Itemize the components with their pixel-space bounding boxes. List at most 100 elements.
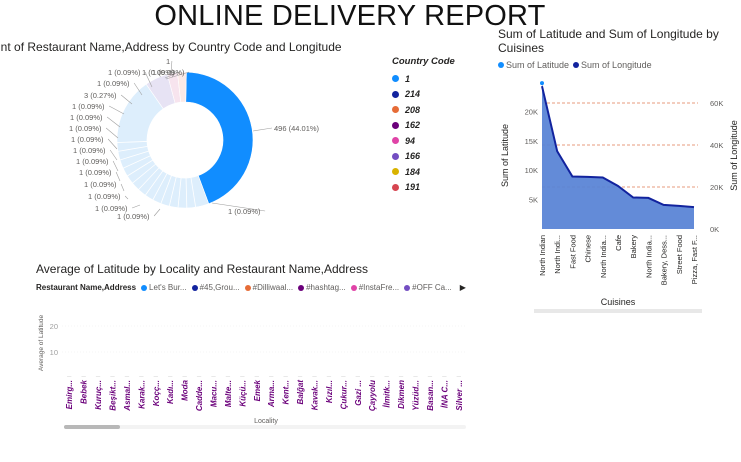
x-tick-label: North India... [599, 235, 608, 278]
legend-dot-icon [191, 284, 198, 291]
x-tick-label: Basan... [426, 380, 435, 411]
x-tick-label: Emirg... [65, 380, 74, 409]
leader-line [106, 116, 121, 128]
donut-slice [185, 71, 254, 205]
donut-slice-divider [127, 159, 153, 177]
legend-dot-icon [404, 284, 411, 291]
bar [153, 376, 158, 377]
bar [370, 376, 375, 377]
leader-line [120, 94, 133, 105]
legend-item[interactable]: #OFF Ca... [404, 283, 452, 292]
legend-item[interactable]: 162 [392, 118, 462, 134]
leader-line [153, 208, 161, 217]
longitude-line [541, 85, 695, 209]
legend-label: Restaurant Name,Address [36, 283, 137, 292]
bar [326, 376, 332, 377]
bar [413, 376, 418, 377]
x-tick-label: Silver ... [455, 380, 464, 411]
legend-dot-icon [392, 168, 399, 176]
legend-label: 208 [405, 104, 421, 115]
x-tick-label: Malte... [224, 380, 233, 407]
bar [442, 376, 447, 377]
legend-dot-icon [244, 284, 251, 291]
legend-dot-icon [141, 284, 148, 291]
leader-line [165, 71, 190, 80]
legend-next-arrow-icon[interactable]: ▶ [459, 283, 466, 292]
x-tick-label: Bebek [80, 379, 89, 404]
x-tick-label: İlmitk... [383, 380, 392, 408]
bar-chart-title: Average of Latitude by Locality and Rest… [36, 262, 368, 276]
x-tick-label: Cadde... [195, 380, 204, 411]
leader-line [105, 127, 119, 139]
bar [384, 376, 389, 377]
donut-slice-divider [185, 177, 188, 208]
legend-item-longitude[interactable]: Sum of Longitude [573, 60, 652, 70]
x-axis-title: Cuisines [601, 297, 636, 307]
donut-slice-divider [152, 173, 168, 201]
legend-item[interactable]: 208 [392, 102, 462, 118]
data-label: 3 (0.27%) [84, 91, 117, 100]
legend-item[interactable]: 166 [392, 149, 462, 165]
legend-dot-icon [392, 90, 399, 98]
legend-item[interactable]: #45,Grou... [191, 283, 240, 292]
x-tick-label: Kızıl... [325, 380, 334, 403]
leader-line [170, 60, 173, 74]
bar [225, 376, 231, 377]
leader-line [107, 138, 118, 150]
legend-label: Sum of Latitude [506, 60, 570, 70]
leader-line [144, 71, 153, 88]
legend-item[interactable]: #InstaFre... [350, 283, 399, 292]
data-label: 1 (0.09%) [70, 113, 103, 122]
legend-label: 166 [405, 151, 421, 162]
legend-dot-icon [298, 284, 305, 291]
x-tick-label: Çukur... [339, 380, 348, 409]
donut-slice [177, 71, 187, 103]
legend-dot-icon [392, 121, 399, 129]
legend-item[interactable]: 1 [392, 71, 462, 87]
x-tick-label: Çayyolu [368, 380, 377, 411]
x-tick-label: Gazi ... [354, 380, 363, 406]
x-tick-label: Asmal... [123, 380, 132, 412]
legend-item[interactable]: #Dilliwaal... [244, 283, 293, 292]
x-tick-label: İNA C... [440, 380, 449, 408]
legend-dot-icon [392, 75, 399, 83]
legend-item-latitude[interactable]: Sum of Latitude [498, 60, 569, 70]
data-label: 1 (0.09%) [88, 192, 121, 201]
x-tick-label: Cafe [614, 235, 623, 251]
donut-slice-divider [177, 177, 182, 208]
data-label: 1 (0.09%) [76, 157, 109, 166]
x-tick-label: Küçü... [238, 380, 247, 407]
x-tick-label: Balğat [296, 380, 305, 405]
x-tick-label: Arma... [267, 380, 276, 408]
data-label: 1 (0.09%) [95, 204, 128, 213]
legend-item[interactable]: 191 [392, 180, 462, 196]
scrollbar-thumb[interactable] [64, 425, 120, 429]
legend-dot-icon [498, 62, 504, 68]
area-chart-title: Sum of Latitude and Sum of Longitude by … [498, 27, 719, 55]
legend-dot-icon [573, 62, 580, 68]
leader-line [164, 71, 180, 79]
y2-tick-label: 0K [710, 225, 719, 234]
legend-item[interactable]: 94 [392, 133, 462, 149]
bar [182, 376, 187, 377]
leader-line [131, 204, 141, 209]
x-tick-label: Beşikt... [109, 380, 118, 411]
x-tick-label: Emek [253, 379, 262, 401]
legend-label: 191 [405, 182, 421, 193]
bar [398, 376, 404, 377]
donut-slice-divider [117, 145, 148, 152]
legend-label: 1 [405, 73, 411, 84]
data-label: 1 (0.09%) [228, 207, 261, 216]
legend-item[interactable]: 214 [392, 87, 462, 103]
donut-slice-divider [132, 163, 156, 184]
legend-item[interactable]: 184 [392, 164, 462, 180]
legend-item[interactable]: Let's Bur... [141, 283, 187, 292]
data-label: 1 (0.09%) [72, 102, 105, 111]
data-point [540, 81, 544, 86]
legend-item[interactable]: #hashtag... [298, 283, 346, 292]
x-tick-label: Kent... [282, 380, 291, 404]
donut-slice-divider [190, 177, 197, 208]
